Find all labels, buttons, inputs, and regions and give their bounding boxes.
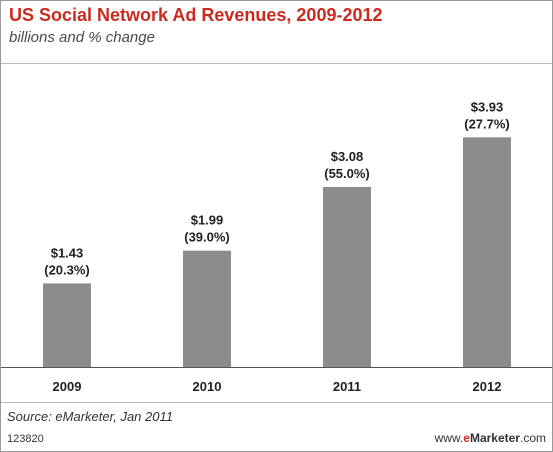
- x-tick-2009: 2009: [53, 379, 82, 394]
- change-label-2012: (27.7%): [464, 116, 510, 131]
- value-label-2011: $3.08: [331, 149, 364, 164]
- value-label-2012: $3.93: [471, 99, 504, 114]
- chart-id: 123820: [7, 433, 44, 445]
- chart-subtitle: billions and % change: [9, 29, 155, 46]
- value-label-2010: $1.99: [191, 213, 224, 228]
- brand-logo: www.eMarketer.com: [434, 431, 546, 445]
- bar-2011: [323, 186, 371, 367]
- bar-2012: [463, 137, 511, 367]
- bar-2009: [43, 283, 91, 367]
- header-divider: [1, 63, 552, 64]
- change-label-2010: (39.0%): [184, 230, 230, 245]
- bar-2010: [183, 250, 231, 367]
- x-tick-2011: 2011: [333, 379, 361, 394]
- x-tick-2012: 2012: [473, 379, 502, 394]
- bar-chart: $1.43 (20.3%) 2009 $1.99 (39.0%) 2010 $3.08 (55…: [1, 99, 552, 403]
- x-tick-2010: 2010: [193, 379, 222, 394]
- value-label-2009: $1.43: [51, 245, 84, 260]
- source-note: Source: eMarketer, Jan 2011: [7, 409, 173, 424]
- change-label-2009: (20.3%): [44, 262, 90, 277]
- chart-title: US Social Network Ad Revenues, 2009-2012: [9, 5, 383, 25]
- change-label-2011: (55.0%): [324, 166, 370, 181]
